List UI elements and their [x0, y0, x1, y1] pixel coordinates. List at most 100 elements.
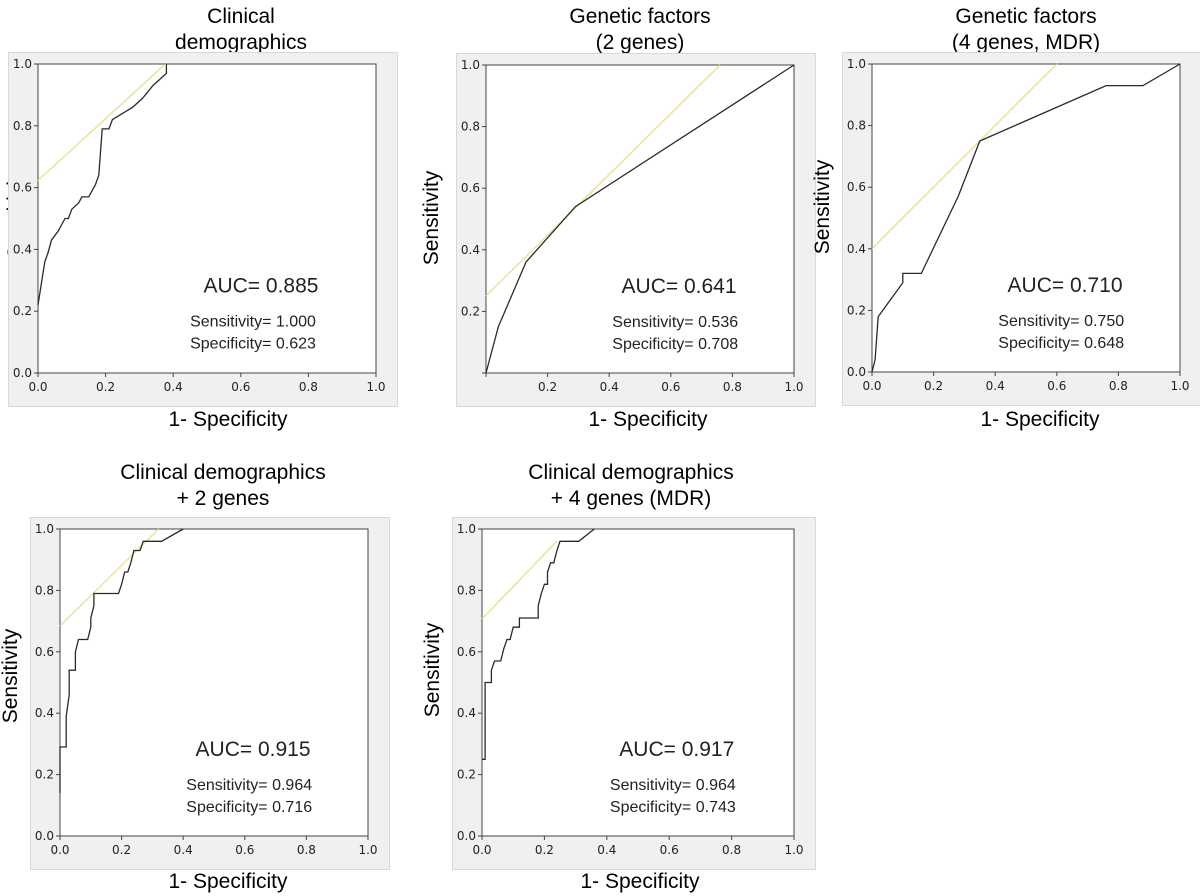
- y-axis-label: Sensitivity: [421, 622, 444, 718]
- auc-label: AUC= 0.710: [1008, 274, 1123, 297]
- panel-title-line: Clinical demographics: [120, 461, 326, 484]
- x-axis-label: 1- Specificity: [168, 408, 288, 431]
- roc-plot: 0.0 0.2 0.4 0.6 0.8 1.0 0.0 0.2 0.4 0.6 0.8 1.0 AUC=…: [457, 522, 804, 857]
- panel-title-line: + 2 genes: [176, 487, 270, 510]
- y-axis-label: Sensitivity: [420, 170, 443, 266]
- auc-label: AUC= 0.641: [622, 275, 737, 298]
- x-tick-label: 0.8: [722, 843, 741, 857]
- y-tick-label: 0.8: [847, 119, 866, 133]
- x-tick-label: 1.0: [784, 380, 803, 394]
- panel-title-line: Genetic factors: [955, 5, 1097, 28]
- x-tick-label: 0.0: [28, 380, 47, 394]
- plot-area: [871, 63, 1181, 373]
- auc-label: AUC= 0.885: [203, 275, 318, 298]
- y-tick-label: 0.4: [35, 706, 54, 720]
- x-tick-label: 0.4: [164, 380, 183, 394]
- panel-title-line: Clinical demographics: [528, 461, 734, 484]
- x-tick-label: 0.2: [924, 379, 943, 393]
- panel-title: Genetic factors (2 genes): [490, 4, 790, 56]
- y-tick-label: 0.8: [13, 119, 32, 133]
- plot-area: [481, 528, 795, 837]
- x-axis-label: 1- Specificity: [168, 870, 288, 893]
- y-tick-label: 0.4: [847, 242, 866, 256]
- tangent-line: [871, 63, 1058, 250]
- specificity-label: Specificity= 0.743: [610, 799, 736, 816]
- y-tick-label: 0.0: [847, 365, 866, 379]
- y-tick-label: 1.0: [35, 522, 54, 536]
- y-tick-label: 1.0: [457, 522, 476, 536]
- x-tick-label: 0.2: [96, 380, 115, 394]
- y-tick-label: 0.4: [13, 242, 32, 256]
- roc-curve: [59, 528, 184, 793]
- plot-area: [485, 64, 795, 374]
- panel-title: Clinical demographics: [91, 4, 391, 56]
- y-tick-label: 0.6: [457, 645, 476, 659]
- roc-curve: [485, 64, 795, 374]
- roc-plot: 0.0 0.2 0.4 0.6 0.8 1.0 0.0 0.2 0.4 0.6 0.8 1.0 AUC=…: [35, 522, 378, 857]
- x-tick-label: 0.6: [660, 843, 679, 857]
- sensitivity-label: Sensitivity= 0.750: [998, 313, 1124, 330]
- x-tick-label: 0.2: [538, 380, 557, 394]
- x-tick-label: 0.0: [472, 843, 491, 857]
- y-tick-label: 1.0: [13, 57, 32, 71]
- x-tick-label: 0.0: [862, 379, 881, 393]
- x-tick-label: 0.6: [235, 843, 254, 857]
- sensitivity-label: Sensitivity= 0.964: [186, 777, 312, 794]
- plot-area: [37, 63, 377, 374]
- x-tick-label: 0.6: [1047, 379, 1066, 393]
- panel-title-line: (4 genes, MDR): [951, 31, 1101, 54]
- auc-label: AUC= 0.917: [619, 738, 734, 761]
- tangent-line: [481, 540, 558, 620]
- y-tick-label: 1.0: [461, 58, 480, 72]
- x-tick-label: 1.0: [358, 843, 377, 857]
- x-tick-label: 0.0: [50, 843, 69, 857]
- plot-area: [59, 528, 369, 837]
- y-tick-label: 0.8: [461, 120, 480, 134]
- y-tick-label: 0.8: [35, 583, 54, 597]
- x-tick-label: 0.8: [723, 380, 742, 394]
- x-tick-label: 0.8: [1109, 379, 1128, 393]
- y-tick-label: 0.2: [847, 303, 866, 317]
- x-tick-label: 0.4: [600, 380, 619, 394]
- x-tick-label: 0.4: [597, 843, 616, 857]
- sensitivity-label: Sensitivity= 0.536: [612, 314, 738, 331]
- specificity-label: Specificity= 0.708: [612, 336, 738, 353]
- y-tick-label: 0.2: [461, 304, 480, 318]
- panel-title: Clinical demographics + 2 genes: [73, 460, 373, 512]
- panel-title-line: demographics: [175, 31, 307, 54]
- y-tick-label: 0.2: [457, 768, 476, 782]
- specificity-label: Specificity= 0.648: [998, 335, 1124, 352]
- y-tick-label: 0.4: [461, 243, 480, 257]
- tangent-line: [37, 63, 166, 182]
- panel-title-line: Clinical: [207, 5, 275, 28]
- x-tick-label: 0.2: [535, 843, 554, 857]
- y-tick-label: 0.6: [461, 181, 480, 195]
- x-tick-label: 0.2: [112, 843, 131, 857]
- x-tick-label: 0.4: [986, 379, 1005, 393]
- roc-curve: [37, 64, 168, 306]
- y-tick-label: 1.0: [847, 57, 866, 71]
- x-axis-label: 1- Specificity: [580, 870, 700, 893]
- auc-label: AUC= 0.915: [196, 738, 311, 761]
- y-tick-label: 0.0: [35, 829, 54, 843]
- x-tick-label: 0.4: [174, 843, 193, 857]
- x-tick-label: 0.8: [297, 843, 316, 857]
- y-tick-label: 0.8: [457, 583, 476, 597]
- x-axis-label: 1- Specificity: [588, 408, 708, 431]
- panel-title-line: Genetic factors: [569, 5, 711, 28]
- tangent-line: [485, 64, 721, 297]
- sensitivity-label: Sensitivity= 0.964: [610, 777, 736, 794]
- x-tick-label: 0.6: [231, 380, 250, 394]
- roc-plot: 0.0 0.2 0.4 0.6 0.8 1.0 0.0 0.2 0.4 0.6 0.8 1.0 AUC=…: [847, 57, 1190, 393]
- y-axis-label: Sensitivity: [811, 159, 834, 255]
- roc-plot: 0.0 0.2 0.4 0.6 0.8 1.0 0.0 0.2 0.4 0.6 0.8 1.0 AUC=…: [13, 57, 386, 394]
- y-axis-label: Sensitivity: [0, 628, 22, 724]
- y-tick-label: 0.6: [847, 180, 866, 194]
- y-tick-label: 0.6: [35, 645, 54, 659]
- y-tick-label: 0.0: [13, 366, 32, 380]
- panel-title: Genetic factors (4 genes, MDR): [876, 4, 1176, 56]
- x-tick-label: 0.8: [299, 380, 318, 394]
- y-tick-label: 0.6: [13, 181, 32, 195]
- specificity-label: Specificity= 0.623: [190, 336, 316, 353]
- y-tick-label: 0.2: [13, 304, 32, 318]
